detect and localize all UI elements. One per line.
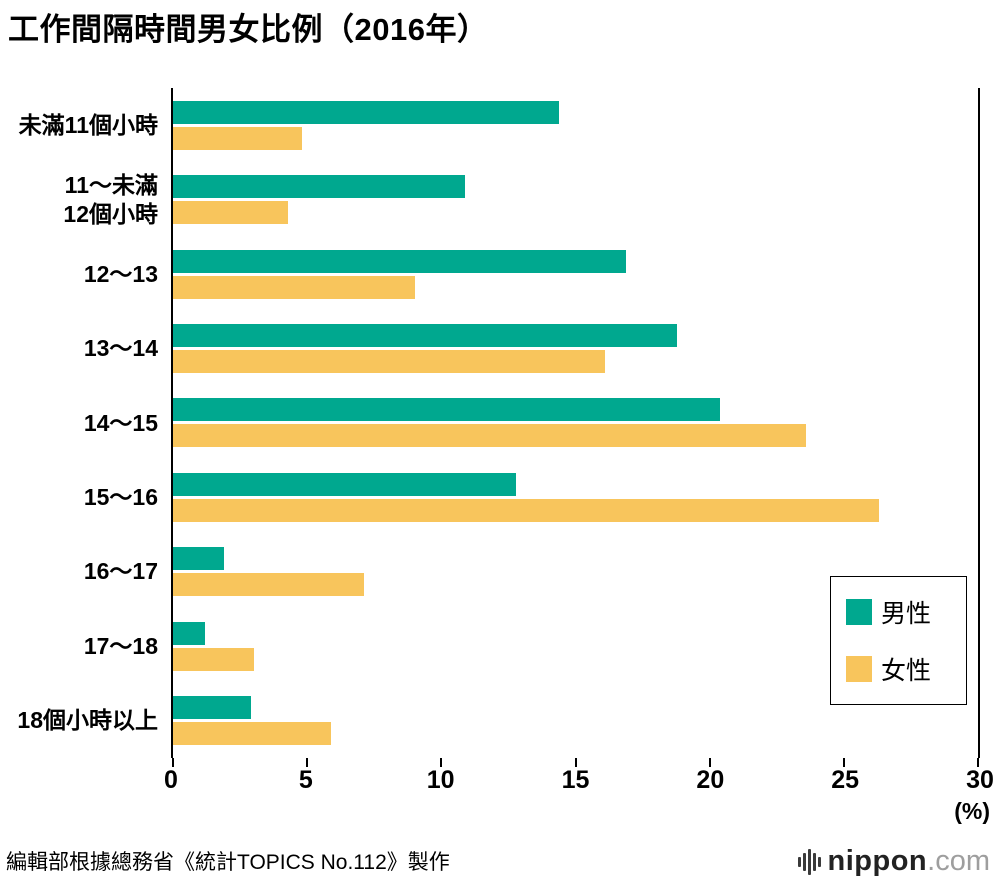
- bar-女性: [173, 647, 254, 671]
- tick-label: 0: [164, 766, 178, 794]
- bar-女性: [173, 424, 807, 448]
- bar-男性: [173, 696, 251, 720]
- nippon-logo: nippon.com: [797, 845, 990, 878]
- chart-row: [173, 88, 978, 162]
- logo-tld: .com: [927, 845, 990, 877]
- logo-bar: [802, 852, 806, 871]
- bar-男性: [173, 100, 560, 124]
- chart-row: [173, 684, 978, 758]
- logo-bar: [797, 856, 801, 867]
- logo-bar: [817, 856, 821, 867]
- chart-title: 工作間隔時間男女比例（2016年）: [8, 12, 489, 47]
- bar-女性: [173, 350, 606, 374]
- bar-女性: [173, 573, 364, 597]
- tick-label: 25: [831, 766, 860, 794]
- bar-女性: [173, 126, 302, 150]
- tick-mark: [708, 758, 711, 767]
- source-note: 編輯部根據總務省《統計TOPICS No.112》製作: [6, 851, 450, 874]
- x-axis: 0 5 10 15 20 25 30: [164, 760, 994, 796]
- logo-name: nippon: [827, 845, 928, 877]
- chart-row: [173, 162, 978, 236]
- category-label: 未滿11個小時: [18, 111, 158, 138]
- tick-label: 30: [966, 766, 994, 794]
- tick-label: 5: [298, 766, 313, 794]
- category-label: 16～17: [83, 558, 158, 585]
- chart-row: [173, 386, 978, 460]
- category-label: 14～15: [83, 409, 158, 436]
- soundwave-logo-icon: [797, 848, 821, 875]
- tick-label: 20: [696, 766, 725, 794]
- axis-unit-label: (%): [954, 798, 990, 824]
- chart-row: [173, 311, 978, 385]
- bar-男性: [173, 324, 678, 348]
- bar-女性: [173, 201, 289, 225]
- legend-label: 女性: [881, 657, 932, 685]
- bar-男性: [173, 175, 466, 199]
- legend: 男性 女性: [830, 576, 967, 705]
- plot-area: [171, 88, 980, 767]
- bar-男性: [173, 472, 517, 496]
- bar-男性: [173, 249, 627, 273]
- legend-item: 男性: [846, 594, 951, 630]
- category-axis: 未滿11個小時 11～未滿 12個小時 12～13 13～14 14～15 15～16 16…: [0, 88, 171, 758]
- chart-row: [173, 460, 978, 534]
- legend-swatch: [846, 656, 872, 682]
- category-label: 11～未滿 12個小時: [63, 171, 158, 227]
- category-label: 13～14: [83, 335, 158, 362]
- bar-女性: [173, 275, 415, 299]
- logo-wordmark: nippon.com: [828, 845, 990, 878]
- bar-女性: [173, 722, 332, 746]
- category-label: 12～13: [83, 260, 158, 287]
- bar-女性: [173, 498, 879, 522]
- chart-row: [173, 535, 978, 609]
- tick-mark: [574, 758, 577, 767]
- tick-mark: [306, 758, 309, 767]
- logo-bar: [812, 852, 816, 871]
- chart-row: [173, 609, 978, 683]
- tick-label: 10: [426, 766, 455, 794]
- tick-mark: [172, 758, 174, 767]
- tick-mark: [842, 758, 845, 767]
- legend-swatch: [846, 599, 872, 625]
- chart-row: [173, 237, 978, 311]
- bar-chart: 未滿11個小時 11～未滿 12個小時 12～13 13～14 14～15 15～16 16…: [0, 88, 980, 767]
- bar-男性: [173, 398, 721, 422]
- category-label: 18個小時以上: [17, 707, 158, 734]
- tick-mark: [440, 758, 443, 767]
- legend-item: 女性: [846, 651, 951, 687]
- tick-label: 15: [561, 766, 590, 794]
- category-label: 17～18: [83, 632, 158, 659]
- tick-mark: [977, 758, 979, 767]
- logo-bar: [807, 848, 811, 875]
- category-label: 15～16: [83, 484, 158, 511]
- bar-男性: [173, 621, 206, 645]
- legend-label: 男性: [881, 600, 932, 628]
- bar-男性: [173, 547, 224, 571]
